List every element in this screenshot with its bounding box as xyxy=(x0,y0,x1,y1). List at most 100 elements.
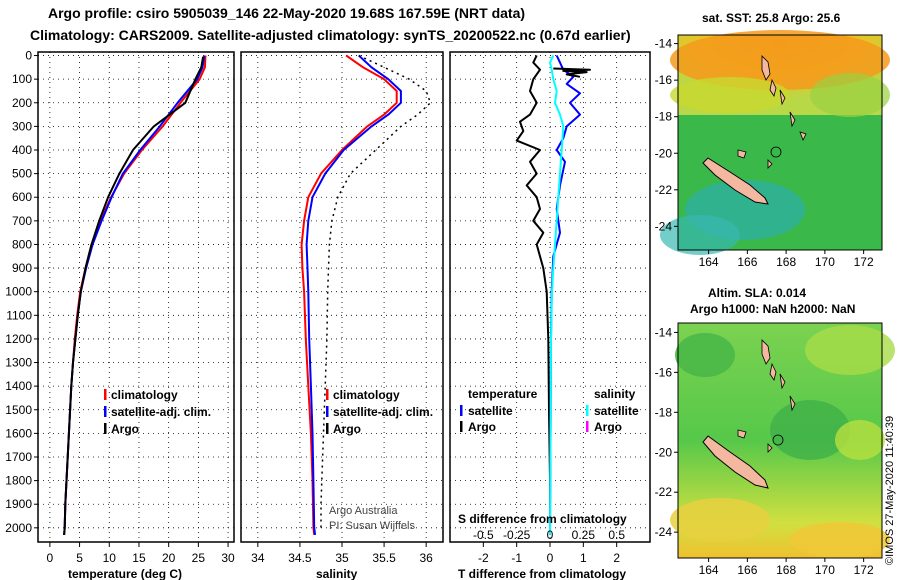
y-tick-label: 500 xyxy=(12,167,32,181)
temperature-xlabel: temperature (deg C) xyxy=(68,567,182,580)
lat-tick-label: -24 xyxy=(655,219,673,233)
x-tick-label: 5 xyxy=(76,551,83,565)
altimetry-map: Altim. SLA: 0.014 Argo h1000: NaN h2000:… xyxy=(655,286,895,577)
x-tick-label: -1 xyxy=(511,551,522,565)
s-tick-label: 0.5 xyxy=(608,528,625,542)
salinity-grid xyxy=(241,52,443,542)
salinity-axis-ticks: 34 34.5 35 35.5 36 xyxy=(251,542,433,565)
x-tick-label: 30 xyxy=(221,551,235,565)
legend-t-satellite-swatch xyxy=(460,405,463,416)
lon-tick-label: 170 xyxy=(815,563,835,577)
y-tick-label: 1600 xyxy=(5,426,32,440)
series-argo xyxy=(320,54,432,528)
altim-high-east xyxy=(835,420,885,460)
lat-tick-label: -24 xyxy=(655,525,673,539)
sst-map-axes: -14 -16 -18 -20 -22 -24 164 166 168 170 172 xyxy=(655,37,874,269)
lon-tick-label: 172 xyxy=(854,255,874,269)
y-tick-label: 600 xyxy=(12,190,32,204)
depth-axis-ticks: 0 100 200 300 400 500 600 700 800 900 1000 1100 1200… xyxy=(5,49,38,535)
salinity-panel: 34 34.5 35 35.5 36 salinity climatology sate… xyxy=(240,51,444,580)
series-temperature-argo xyxy=(515,55,551,535)
x-tick-label: 36 xyxy=(419,551,433,565)
x-tick-label: 20 xyxy=(162,551,176,565)
x-tick-label: 34 xyxy=(251,551,265,565)
lon-tick-label: 168 xyxy=(776,255,796,269)
x-tick-label: 0 xyxy=(47,551,54,565)
x-tick-label: 10 xyxy=(103,551,117,565)
s-tick-label: 0.25 xyxy=(572,528,596,542)
s-tick-label: 0 xyxy=(547,528,554,542)
salinity-xlabel: salinity xyxy=(316,567,358,580)
imos-credit: ©IMOS 27-May-2020 11:40:39 xyxy=(884,416,896,565)
lat-tick-label: -22 xyxy=(655,183,673,197)
y-tick-label: 1200 xyxy=(5,332,32,346)
x-tick-label: 1 xyxy=(580,551,587,565)
legend-argo-swatch xyxy=(104,423,107,434)
legend-climatology-swatch xyxy=(104,389,107,400)
legend-argo: Argo xyxy=(111,422,139,436)
lat-tick-label: -20 xyxy=(655,146,673,160)
y-tick-label: 400 xyxy=(12,143,32,157)
x-tick-label: 34.5 xyxy=(288,551,312,565)
altim-islands xyxy=(737,339,796,453)
sst-transition xyxy=(670,77,790,113)
y-tick-label: 1300 xyxy=(5,356,32,370)
altim-high-se xyxy=(790,522,890,558)
s-tick-label: -0.5 xyxy=(473,528,494,542)
sst-map: sat. SST: 25.8 Argo: 25.6 -14 -16 -18 -20 -2… xyxy=(655,11,890,269)
y-tick-label: 1700 xyxy=(5,450,32,464)
x-tick-label: -2 xyxy=(478,551,489,565)
lon-tick-label: 166 xyxy=(737,255,757,269)
temperature-legend: climatology satellite-adj. clim. Argo xyxy=(104,388,211,436)
legend-climatology-swatch xyxy=(326,389,329,400)
y-tick-label: 0 xyxy=(25,49,32,63)
legend-satellite-adj: satellite-adj. clim. xyxy=(111,405,211,419)
temperature-series xyxy=(63,55,207,535)
legend-s-satellite: satellite xyxy=(594,404,639,418)
x-tick-label: 25 xyxy=(192,551,206,565)
altim-map-axes: -14 -16 -18 -20 -22 -24 164 166 168 170 172 xyxy=(655,325,874,577)
temperature-panel: 0100200300400500600700800900100011001200… xyxy=(5,49,235,580)
salinity-series xyxy=(300,54,432,536)
lat-tick-label: -22 xyxy=(655,485,673,499)
y-tick-label: 1100 xyxy=(6,308,32,322)
y-tick-label: 900 xyxy=(12,261,32,275)
difference-axis-ticks: -2 -1 0 1 2 xyxy=(478,542,620,565)
credit-line2: PI: Susan Wijffels xyxy=(329,520,415,532)
lat-tick-label: -18 xyxy=(655,405,673,419)
temperature-plot-frame xyxy=(37,51,235,543)
legend-t-argo-swatch xyxy=(460,421,463,432)
lat-tick-label: -16 xyxy=(655,365,673,379)
legend-s-argo: Argo xyxy=(594,420,622,434)
legend-climatology: climatology xyxy=(333,388,400,402)
legend-s-argo-swatch xyxy=(586,421,589,432)
y-tick-label: 800 xyxy=(12,237,32,251)
series-salinity-satellite xyxy=(549,55,565,535)
x-tick-label: 0 xyxy=(547,551,554,565)
legend-climatology: climatology xyxy=(111,388,178,402)
altim-high-sw xyxy=(670,498,770,542)
t-difference-xlabel: T difference from climatology xyxy=(458,567,626,580)
altim-high-ne xyxy=(805,325,895,375)
altim-eddy-center xyxy=(770,400,850,460)
y-tick-label: 2000 xyxy=(5,521,32,535)
x-tick-label: 35 xyxy=(335,551,349,565)
x-tick-label: 35.5 xyxy=(372,551,396,565)
y-tick-label: 1400 xyxy=(5,379,32,393)
lat-tick-label: -14 xyxy=(655,325,673,339)
temperature-axis-ticks: 0 5 10 15 20 25 30 xyxy=(47,542,235,565)
altim-eddy-nw xyxy=(675,333,735,377)
y-tick-label: 1900 xyxy=(5,497,32,511)
altim-title-line2: Argo h1000: NaN h2000: NaN xyxy=(690,302,855,316)
lon-tick-label: 172 xyxy=(854,563,874,577)
legend-argo-swatch xyxy=(326,423,329,434)
difference-legend-salinity: salinity satellite Argo xyxy=(586,387,639,434)
figure-title-line2: Climatology: CARS2009. Satellite-adjuste… xyxy=(30,27,631,43)
lon-tick-label: 168 xyxy=(776,563,796,577)
new-caledonia-landmass xyxy=(702,435,769,489)
salinity-legend: climatology satellite-adj. clim. Argo xyxy=(326,388,433,436)
y-tick-label: 300 xyxy=(12,119,32,133)
difference-legend-temperature: temperature satellite Argo xyxy=(460,387,538,434)
legend-s-satellite-swatch xyxy=(586,405,589,416)
